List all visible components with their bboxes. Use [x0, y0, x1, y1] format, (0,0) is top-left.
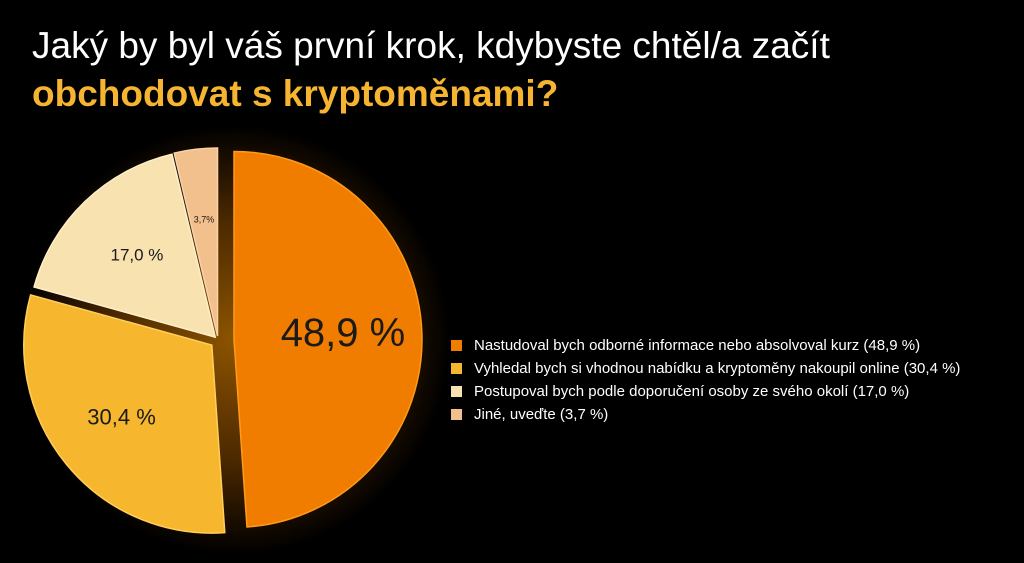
- chart-title: Jaký by byl váš první krok, kdybyste cht…: [32, 22, 830, 118]
- legend-label: Vyhledal bych si vhodnou nabídku a krypt…: [474, 360, 961, 377]
- legend-swatch: [451, 363, 462, 374]
- pie-slices: [23, 147, 423, 534]
- legend-swatch: [451, 386, 462, 397]
- pie-slice-2: [23, 293, 226, 534]
- legend-item-2: Vyhledal bych si vhodnou nabídku a krypt…: [451, 357, 960, 380]
- legend-item-1: Nastudoval bych odborné informace nebo a…: [451, 334, 960, 357]
- pie-data-label-4: 3,7%: [194, 215, 215, 225]
- title-line-1: Jaký by byl váš první krok, kdybyste cht…: [32, 25, 830, 66]
- legend-label: Jiné, uveďte (3,7 %): [474, 406, 609, 423]
- pie-data-label-3: 17,0 %: [111, 245, 164, 264]
- legend: Nastudoval bych odborné informace nebo a…: [451, 334, 960, 426]
- legend-item-3: Postupoval bych podle doporučení osoby z…: [451, 380, 960, 403]
- legend-label: Postupoval bych podle doporučení osoby z…: [474, 383, 910, 400]
- pie-slice-4: [173, 147, 219, 337]
- pie-slice-3: [33, 153, 217, 339]
- legend-swatch: [451, 340, 462, 351]
- pie-data-label-2: 30,4 %: [87, 405, 156, 430]
- legend-label: Nastudoval bych odborné informace nebo a…: [474, 337, 921, 354]
- pie-data-label-1: 48,9 %: [281, 311, 406, 355]
- pie-slice-1: [233, 150, 423, 528]
- legend-swatch: [451, 409, 462, 420]
- legend-item-4: Jiné, uveďte (3,7 %): [451, 403, 960, 426]
- title-line-2: obchodovat s kryptoměnami?: [32, 73, 559, 114]
- pie-labels: 48,9 % 30,4 % 17,0 % 3,7%: [87, 215, 405, 430]
